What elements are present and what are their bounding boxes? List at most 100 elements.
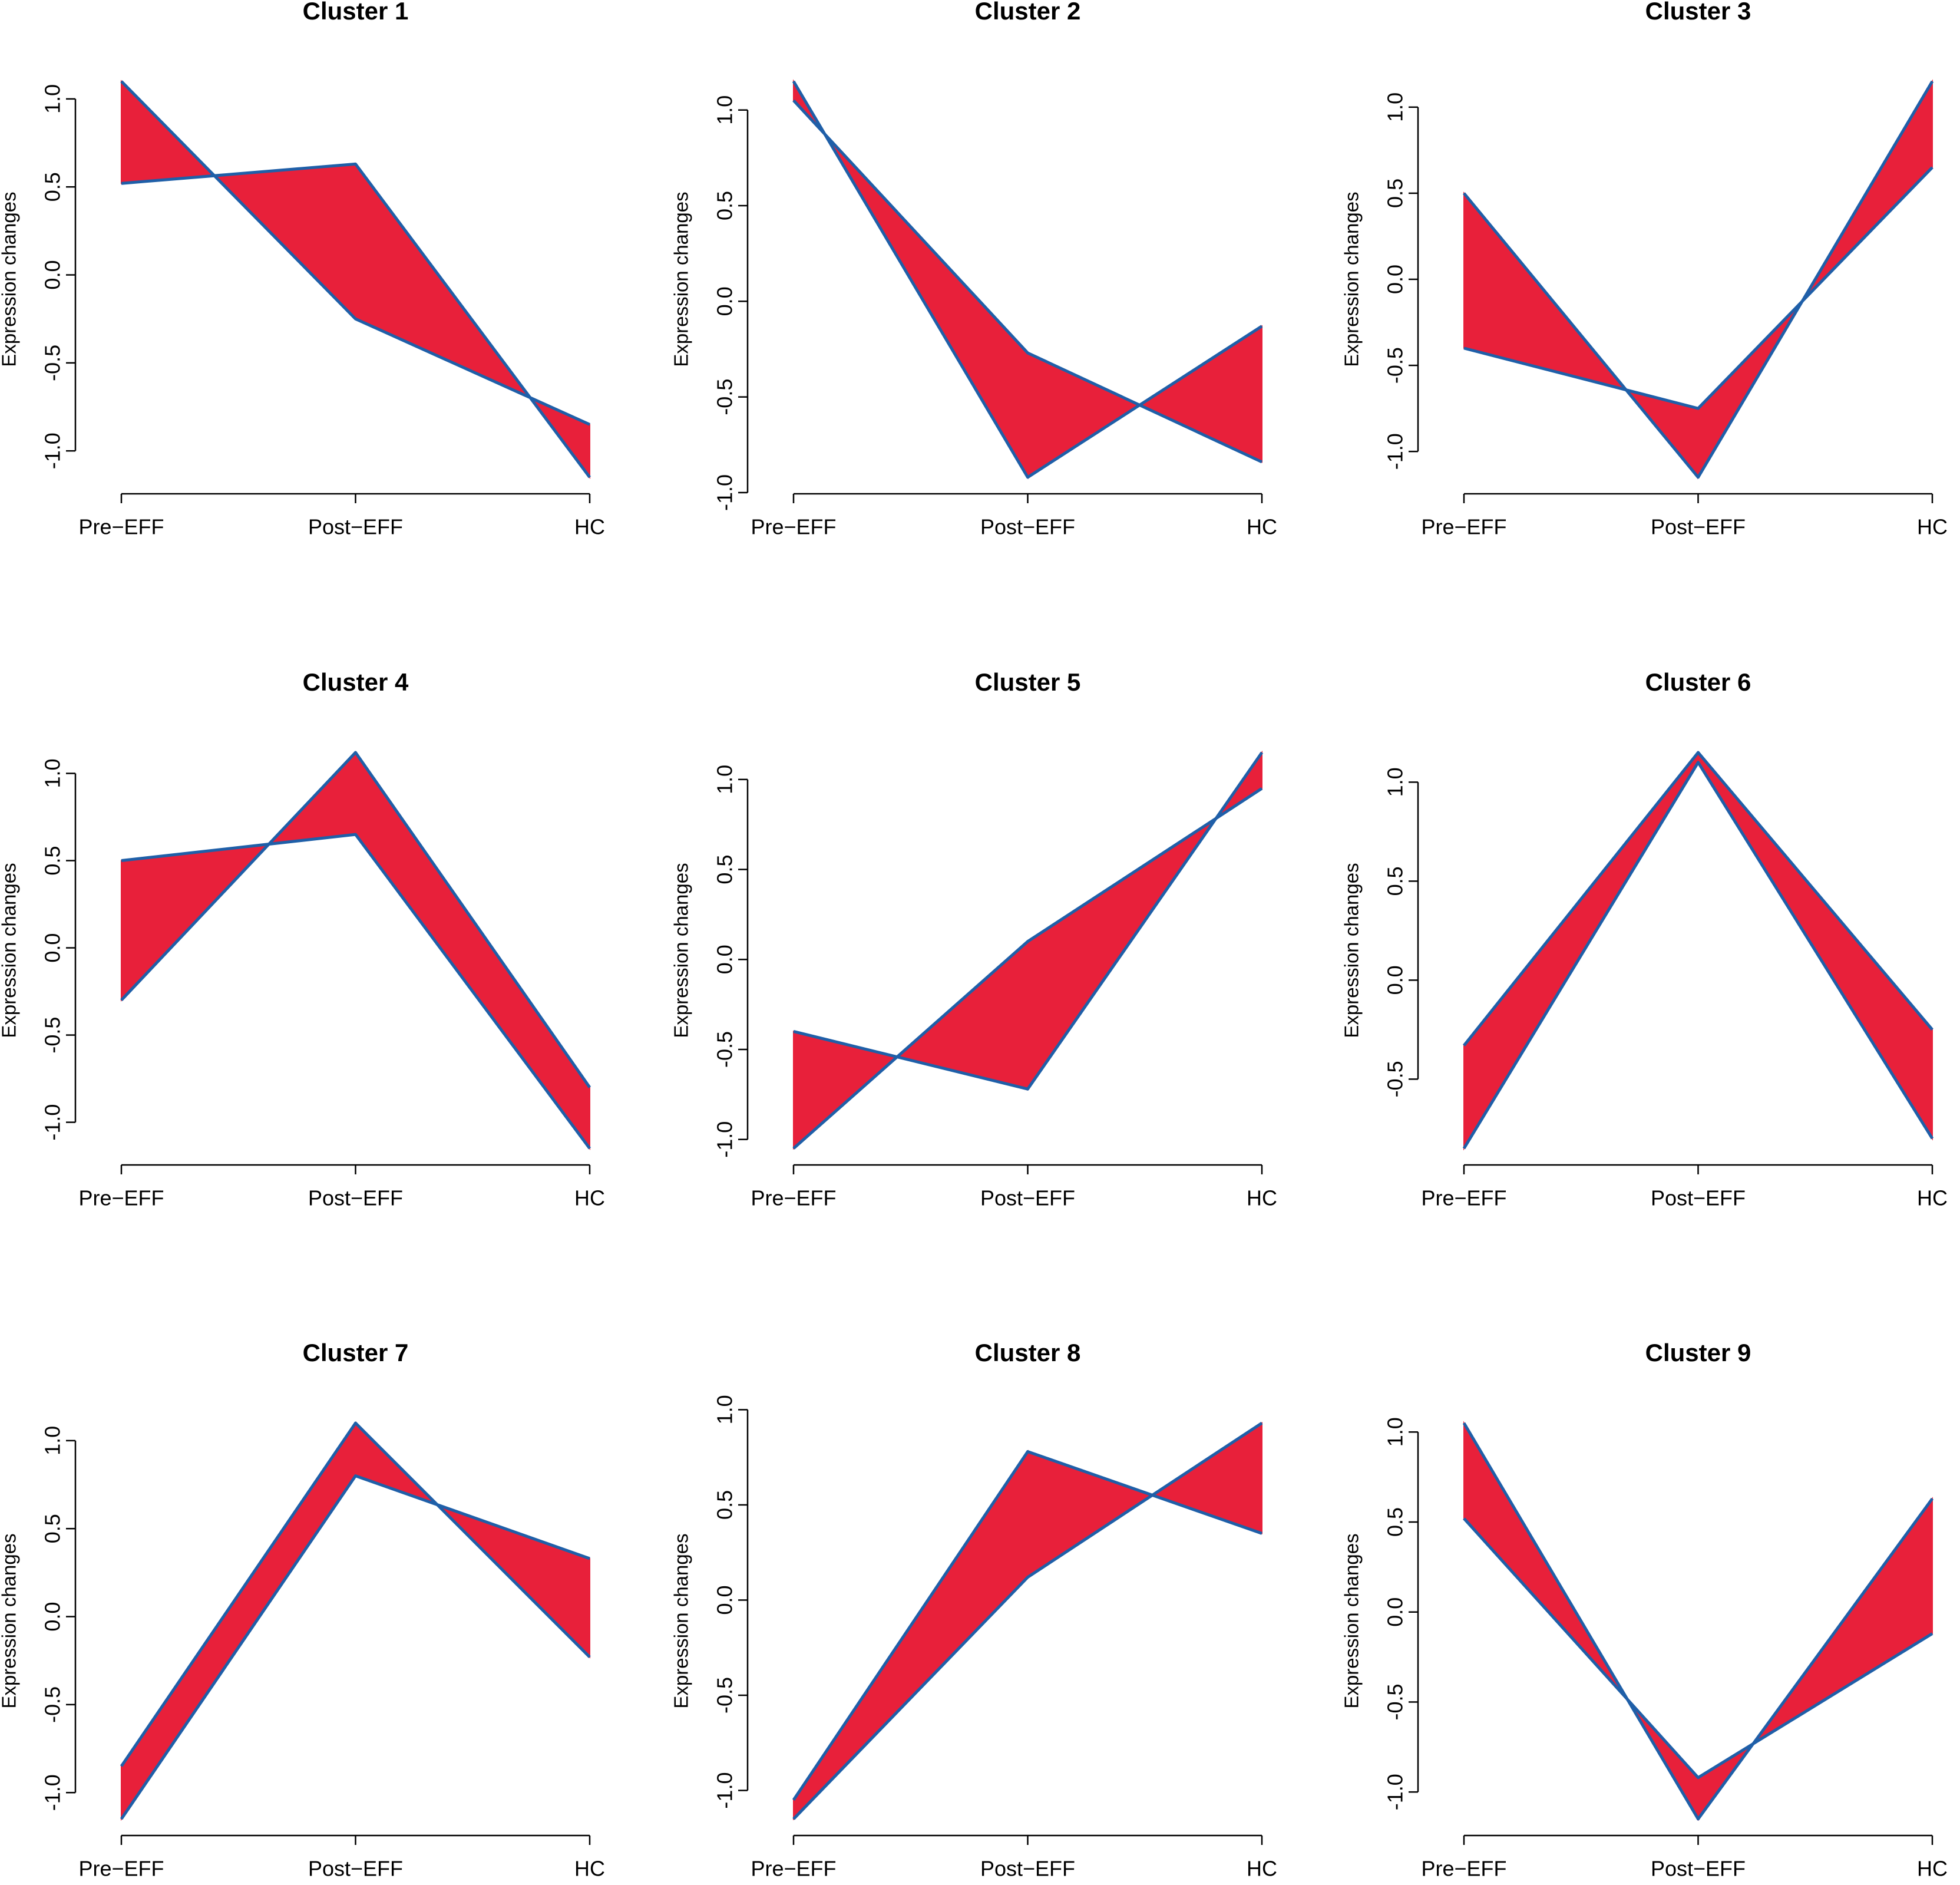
y-tick-label: -1.0 [713,1121,737,1158]
series-line [1463,751,1933,1047]
band-segment [121,1421,356,1821]
series-line [792,787,1263,1150]
y-tick-label: 0.0 [713,286,737,316]
y-tick-label: 0.0 [1383,965,1407,995]
x-tick-label: Post−EFF [1651,1857,1746,1881]
series-line [1463,80,1934,479]
y-tick-label: 1.0 [713,765,737,794]
y-tick-label: 1.0 [713,1395,737,1424]
series-line [1462,761,1934,1150]
series-line [792,1421,1263,1820]
chart-title: Cluster 9 [1645,1339,1751,1366]
x-tick-label: Post−EFF [308,1186,403,1210]
x-tick-label: Post−EFF [1651,515,1746,539]
y-tick-label: -1.0 [41,433,65,469]
series-line [120,80,591,426]
x-tick-label: HC [1247,1186,1277,1210]
y-tick-label: 0.5 [41,172,65,202]
y-tick-label: 0.0 [41,933,65,963]
y-tick-label: 1.0 [1383,1417,1407,1447]
y-axis-title: Expression changes [670,863,692,1038]
y-tick-label: -0.5 [1383,347,1407,384]
x-tick-label: HC [574,515,605,539]
y-tick-label: 1.0 [41,84,65,114]
x-tick-label: Post−EFF [308,1857,403,1881]
x-tick-label: Pre−EFF [78,1857,164,1881]
x-tick-label: Post−EFF [980,1857,1075,1881]
y-axis-title: Expression changes [1341,192,1363,367]
y-axis-title: Expression changes [0,192,20,367]
x-tick-label: Pre−EFF [78,1186,164,1210]
y-axis-title: Expression changes [1341,1533,1363,1708]
y-tick-label: -1.0 [41,1774,65,1811]
y-tick-label: 1.0 [41,1426,65,1455]
series-line [120,1474,590,1820]
y-tick-label: 0.5 [713,191,737,220]
x-tick-label: Pre−EFF [1421,515,1506,539]
y-tick-label: 0.5 [713,855,737,884]
y-tick-label: 0.5 [713,1490,737,1520]
chart-title: Cluster 8 [975,1339,1081,1366]
x-tick-label: HC [1247,1857,1277,1881]
chart-title: Cluster 6 [1645,668,1751,696]
y-tick-label: 0.5 [1383,1507,1407,1537]
y-tick-label: 1.0 [41,759,65,788]
y-tick-label: -1.0 [1383,1774,1407,1810]
x-tick-label: Pre−EFF [1421,1857,1506,1881]
y-tick-label: -1.0 [713,1772,737,1809]
y-tick-label: 0.0 [41,260,65,290]
y-tick-label: 0.5 [1383,179,1407,208]
x-tick-label: Post−EFF [1651,1186,1746,1210]
y-tick-label: -1.0 [713,474,737,511]
y-tick-label: 0.0 [713,945,737,974]
x-tick-label: Pre−EFF [78,515,164,539]
y-axis-title: Expression changes [1341,863,1363,1038]
y-axis-title: Expression changes [0,863,20,1038]
y-axis-title: Expression changes [670,1533,692,1708]
y-tick-label: -0.5 [1383,1683,1407,1720]
series-line [120,1421,591,1767]
x-tick-label: Post−EFF [980,515,1075,539]
y-tick-label: 0.0 [1383,265,1407,294]
series-line [792,1450,1262,1801]
band-segment [793,1450,1029,1821]
series-line [792,80,1263,479]
y-tick-label: 0.0 [1383,1597,1407,1627]
chart-title: Cluster 2 [975,0,1081,25]
series-line [793,751,1264,1091]
y-tick-label: -1.0 [1383,433,1407,470]
y-tick-label: 0.0 [41,1602,65,1632]
x-tick-label: Pre−EFF [1421,1186,1506,1210]
y-tick-label: -0.5 [713,1677,737,1714]
chart-title: Cluster 3 [1645,0,1751,25]
x-tick-label: HC [1917,1857,1948,1881]
series-line [1463,166,1933,410]
y-axis-title: Expression changes [670,192,692,367]
series-line [1463,1517,1933,1780]
band-segment [355,750,590,1151]
y-tick-label: 1.0 [1383,93,1407,122]
x-tick-label: Pre−EFF [751,1857,836,1881]
y-tick-label: -0.5 [41,1686,65,1723]
x-tick-label: HC [1247,515,1277,539]
y-tick-label: -0.5 [1383,1061,1407,1097]
x-tick-label: Post−EFF [308,515,403,539]
chart-title: Cluster 1 [303,0,409,25]
series-line [1462,1422,1934,1821]
y-tick-label: -0.5 [41,345,65,381]
chart-title: Cluster 5 [975,668,1081,696]
x-tick-label: HC [1917,1186,1948,1210]
y-tick-label: -0.5 [41,1017,65,1054]
x-tick-label: HC [574,1186,605,1210]
series-line [120,751,591,1088]
x-tick-label: HC [1917,515,1948,539]
y-tick-label: 1.0 [1383,767,1407,797]
y-tick-label: -0.5 [713,379,737,415]
y-tick-label: 0.5 [41,846,65,876]
x-tick-label: HC [574,1857,605,1881]
x-tick-label: Post−EFF [980,1186,1075,1210]
y-tick-label: 1.0 [713,95,737,125]
x-tick-label: Pre−EFF [751,515,836,539]
y-tick-label: 0.5 [41,1514,65,1543]
